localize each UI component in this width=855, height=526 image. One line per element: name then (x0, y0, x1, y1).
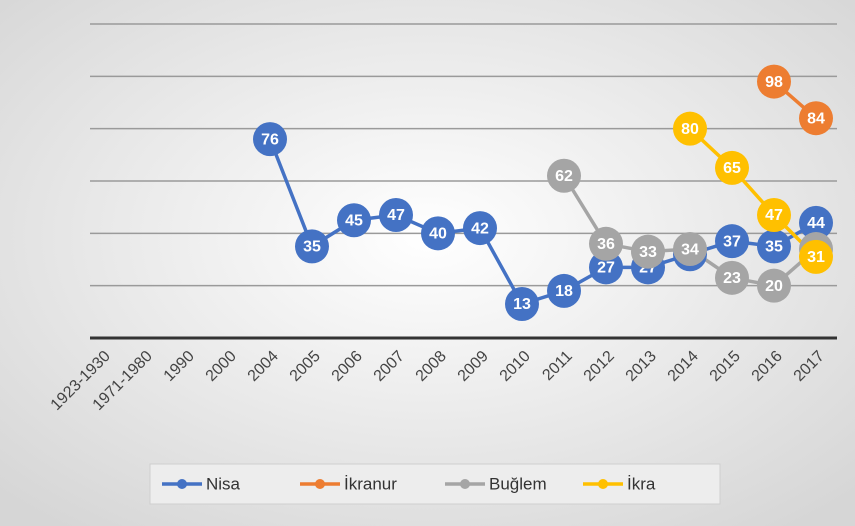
marker (757, 268, 791, 303)
data-label: 35 (303, 239, 321, 256)
data-label: 45 (345, 212, 363, 229)
series-line (688, 127, 818, 259)
legend-marker (460, 479, 470, 489)
marker (631, 234, 665, 269)
legend-marker (315, 479, 325, 489)
data-label: 65 (723, 160, 741, 177)
legend-label: Buğlem (489, 474, 547, 493)
data-label: 33 (639, 244, 657, 261)
data-label: 34 (681, 241, 699, 258)
marker (379, 198, 413, 233)
data-label: 44 (807, 215, 825, 232)
data-label: 13 (513, 296, 531, 313)
marker (715, 224, 749, 259)
marker (757, 64, 791, 99)
marker (421, 216, 455, 251)
marker (757, 198, 791, 233)
marker (673, 232, 707, 267)
data-label: 47 (765, 207, 783, 224)
marker (337, 203, 371, 238)
marker (673, 111, 707, 146)
legend-marker (598, 479, 608, 489)
marker (547, 273, 581, 308)
marker (799, 101, 833, 136)
legend-marker (177, 479, 187, 489)
data-label: 27 (597, 260, 615, 277)
marker (253, 122, 287, 157)
data-label: 40 (429, 226, 447, 243)
data-label: 47 (387, 207, 405, 224)
marker (589, 250, 623, 285)
marker (295, 229, 329, 264)
marker (589, 226, 623, 261)
legend-label: İkra (627, 474, 656, 493)
legend-label: İkranur (344, 474, 397, 493)
marker (715, 150, 749, 185)
data-label: 84 (807, 110, 825, 127)
legend-label: Nisa (206, 474, 241, 493)
data-label: 36 (597, 236, 615, 253)
data-label: 62 (555, 168, 573, 185)
data-label: 98 (765, 74, 783, 91)
data-label: 37 (723, 233, 741, 250)
data-label: 20 (765, 278, 783, 295)
marker (463, 211, 497, 246)
marker (799, 239, 833, 274)
marker (505, 286, 539, 321)
data-label: 23 (723, 270, 741, 287)
data-label: 31 (807, 249, 825, 266)
marker (799, 205, 833, 240)
data-label: 18 (555, 283, 573, 300)
data-label: 80 (681, 121, 699, 138)
legend-box (149, 463, 721, 505)
data-label: 35 (765, 239, 783, 256)
marker (715, 260, 749, 295)
data-label: 42 (471, 220, 489, 237)
marker (757, 229, 791, 264)
data-label: 76 (261, 131, 279, 148)
marker (547, 158, 581, 193)
